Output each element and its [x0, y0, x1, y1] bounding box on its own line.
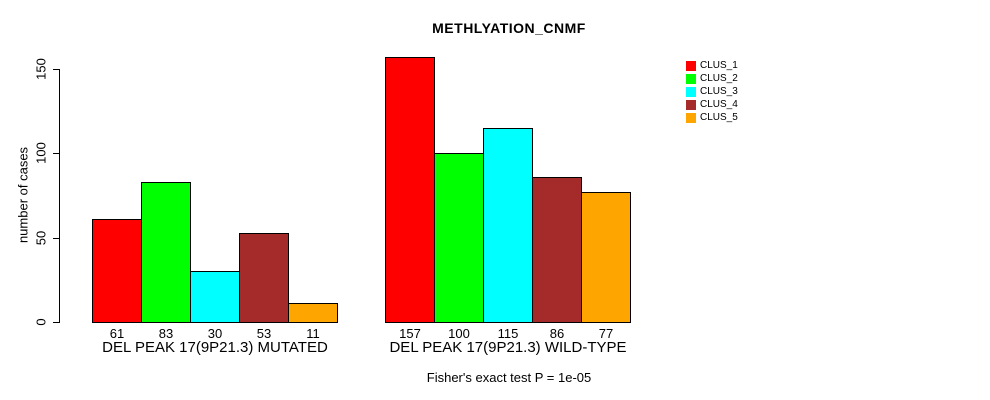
y-tick-label: 50	[33, 230, 49, 246]
y-tick-label: 100	[33, 142, 49, 164]
bar-clus_3-group2	[483, 128, 533, 323]
legend: CLUS_1 CLUS_2 CLUS_3 CLUS_4 CLUS_5	[686, 61, 738, 126]
legend-swatch	[686, 87, 696, 97]
bar-value-label: 53	[256, 326, 272, 341]
bar-value-label: 100	[448, 326, 470, 341]
y-tick	[53, 322, 60, 323]
legend-label: CLUS_2	[700, 73, 738, 84]
bar-clus_4-group2	[532, 176, 582, 323]
y-tick	[53, 69, 60, 70]
bar-value-label: 157	[399, 326, 421, 341]
legend-label: CLUS_5	[700, 112, 738, 123]
bar-clus_5-group2	[581, 192, 631, 323]
group-label: DEL PEAK 17(9P21.3) MUTATED	[102, 339, 328, 356]
legend-swatch	[686, 61, 696, 71]
bar-clus_2-group1	[141, 182, 191, 323]
bar-clus_1-group2	[385, 57, 435, 323]
y-axis-line	[59, 69, 60, 323]
legend-item-clus_4: CLUS_4	[686, 100, 738, 110]
fisher-test-annotation: Fisher's exact test P = 1e-05	[426, 370, 592, 385]
y-tick-label: 150	[33, 58, 49, 80]
y-tick	[53, 153, 60, 154]
legend-item-clus_5: CLUS_5	[686, 113, 738, 123]
legend-label: CLUS_3	[700, 86, 738, 97]
legend-label: CLUS_1	[700, 60, 738, 71]
bar-clus_4-group1	[239, 232, 289, 323]
bar-value-label: 30	[207, 326, 223, 341]
legend-item-clus_1: CLUS_1	[686, 61, 738, 71]
legend-swatch	[686, 100, 696, 110]
y-tick	[53, 238, 60, 239]
chart-title: METHLYATION_CNMF	[432, 20, 586, 36]
bar-value-label: 61	[109, 326, 125, 341]
y-tick-label: 0	[33, 318, 49, 326]
legend-swatch	[686, 113, 696, 123]
bar-clus_2-group2	[434, 153, 484, 323]
bar-value-label: 77	[598, 326, 614, 341]
legend-label: CLUS_4	[700, 99, 738, 110]
bar-value-label: 86	[549, 326, 565, 341]
bar-clus_1-group1	[92, 219, 142, 323]
bar-value-label: 115	[497, 326, 519, 341]
legend-item-clus_3: CLUS_3	[686, 87, 738, 97]
legend-item-clus_2: CLUS_2	[686, 74, 738, 84]
group-label: DEL PEAK 17(9P21.3) WILD-TYPE	[389, 339, 627, 356]
bar-value-label: 11	[306, 326, 320, 341]
bar-clus_5-group1	[288, 303, 338, 323]
legend-swatch	[686, 74, 696, 84]
bar-value-label: 83	[158, 326, 174, 341]
y-axis-label: number of cases	[15, 146, 31, 244]
bar-clus_3-group1	[190, 271, 240, 323]
